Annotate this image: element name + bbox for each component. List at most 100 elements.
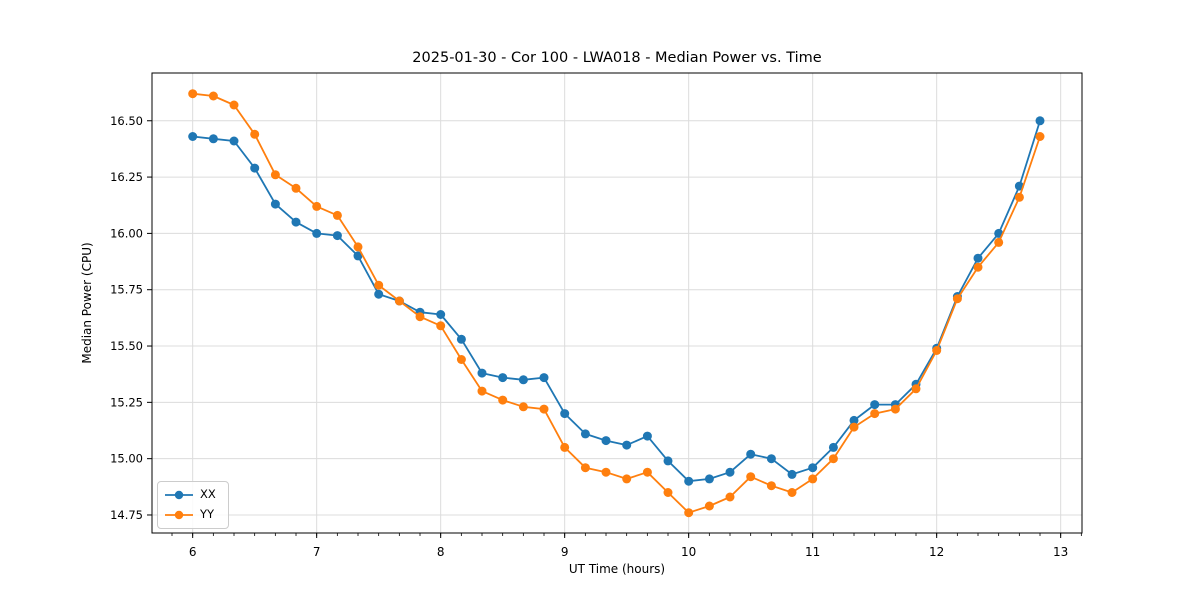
marker-XX [436, 310, 446, 319]
marker-YY [250, 129, 260, 139]
marker-XX [808, 463, 818, 473]
marker-YY [746, 472, 756, 482]
series-YY [188, 89, 1045, 518]
chart-title: 2025-01-30 - Cor 100 - LWA018 - Median P… [412, 50, 822, 66]
marker-XX [560, 409, 570, 419]
marker-XX [684, 476, 694, 486]
marker-XX [518, 375, 528, 385]
marker-YY [394, 296, 404, 306]
marker-YY [952, 294, 962, 304]
marker-YY [580, 463, 590, 473]
marker-XX [374, 289, 384, 299]
y-axis-label: Median Power (CPU) [80, 242, 94, 364]
axes-spines [151, 72, 1083, 534]
marker-XX [270, 199, 280, 209]
marker-XX [663, 456, 673, 466]
y-tick-label: 15.50 [110, 339, 143, 353]
marker-XX [498, 373, 508, 383]
gridlines [152, 73, 1082, 533]
marker-YY [766, 481, 776, 491]
marker-YY [973, 262, 983, 272]
marker-XX [828, 442, 838, 452]
marker-YY [870, 409, 880, 419]
marker-YY [663, 488, 673, 497]
axis-ticks: 6 7 8 9 10 11 12 13 14.75 15.00 15.25 15.50 15.75 16.… [110, 114, 1082, 559]
line-YY [192, 92, 1041, 514]
marker-YY [932, 346, 942, 355]
y-tick-label: 16.50 [110, 114, 143, 128]
y-tick-label: 15.00 [110, 452, 143, 466]
legend: XX YY [157, 481, 229, 529]
marker-XX [601, 436, 611, 446]
y-tick-label: 16.00 [110, 226, 143, 240]
marker-YY [518, 402, 528, 412]
marker-YY [890, 404, 900, 414]
x-axis-label: UT Time (hours) [568, 562, 666, 576]
x-tick-label: 9 [561, 545, 569, 559]
marker-XX [870, 400, 880, 410]
marker-XX [539, 373, 549, 383]
marker-XX [766, 454, 776, 464]
marker-YY [994, 237, 1004, 247]
x-tick-label: 6 [189, 545, 197, 559]
marker-XX [725, 467, 735, 477]
marker-XX [580, 429, 590, 439]
y-tick-label: 16.25 [110, 170, 143, 184]
marker-YY [415, 312, 425, 322]
marker-XX [704, 474, 714, 484]
marker-XX [312, 228, 322, 238]
legend-label-yy: YY [200, 507, 215, 522]
legend-item-yy: YY [164, 509, 222, 521]
marker-YY [436, 321, 446, 331]
legend-sample-yy [165, 510, 193, 520]
marker-XX [291, 217, 301, 227]
marker-YY [622, 474, 632, 484]
marker-XX [456, 334, 466, 344]
marker-XX [353, 251, 363, 261]
marker-YY [911, 384, 921, 394]
x-tick-label: 8 [437, 545, 445, 559]
marker-YY [208, 91, 218, 101]
y-tick-label: 14.75 [110, 508, 143, 522]
marker-XX [229, 136, 239, 146]
marker-YY [332, 210, 342, 220]
marker-YY [704, 501, 714, 511]
marker-YY [312, 201, 322, 211]
x-tick-label: 11 [805, 545, 820, 559]
marker-XX [622, 440, 632, 450]
marker-YY [291, 183, 301, 193]
marker-XX [188, 132, 198, 141]
marker-YY [188, 89, 198, 99]
marker-YY [498, 395, 508, 405]
marker-XX [250, 163, 260, 173]
marker-XX [746, 449, 756, 459]
marker-YY [560, 442, 570, 452]
marker-XX [477, 368, 487, 378]
series-XX [188, 116, 1045, 486]
legend-label-xx: XX [200, 487, 216, 502]
marker-YY [684, 508, 694, 518]
marker-XX [642, 431, 652, 441]
marker-XX [1035, 116, 1045, 126]
marker-YY [808, 474, 818, 484]
line-XX [192, 120, 1041, 483]
y-tick-label: 15.75 [110, 283, 143, 297]
marker-YY [353, 242, 363, 252]
marker-XX [849, 415, 859, 425]
x-tick-label: 10 [681, 545, 696, 559]
marker-YY [1035, 132, 1045, 141]
marker-YY [477, 386, 487, 396]
marker-YY [601, 467, 611, 477]
legend-sample-xx [165, 490, 193, 500]
marker-XX [973, 253, 983, 263]
marker-YY [642, 467, 652, 477]
marker-XX [208, 134, 218, 144]
x-tick-label: 12 [929, 545, 944, 559]
marker-YY [374, 280, 384, 290]
marker-YY [539, 404, 549, 414]
marker-YY [270, 170, 280, 180]
marker-YY [787, 488, 797, 497]
marker-XX [787, 469, 797, 479]
